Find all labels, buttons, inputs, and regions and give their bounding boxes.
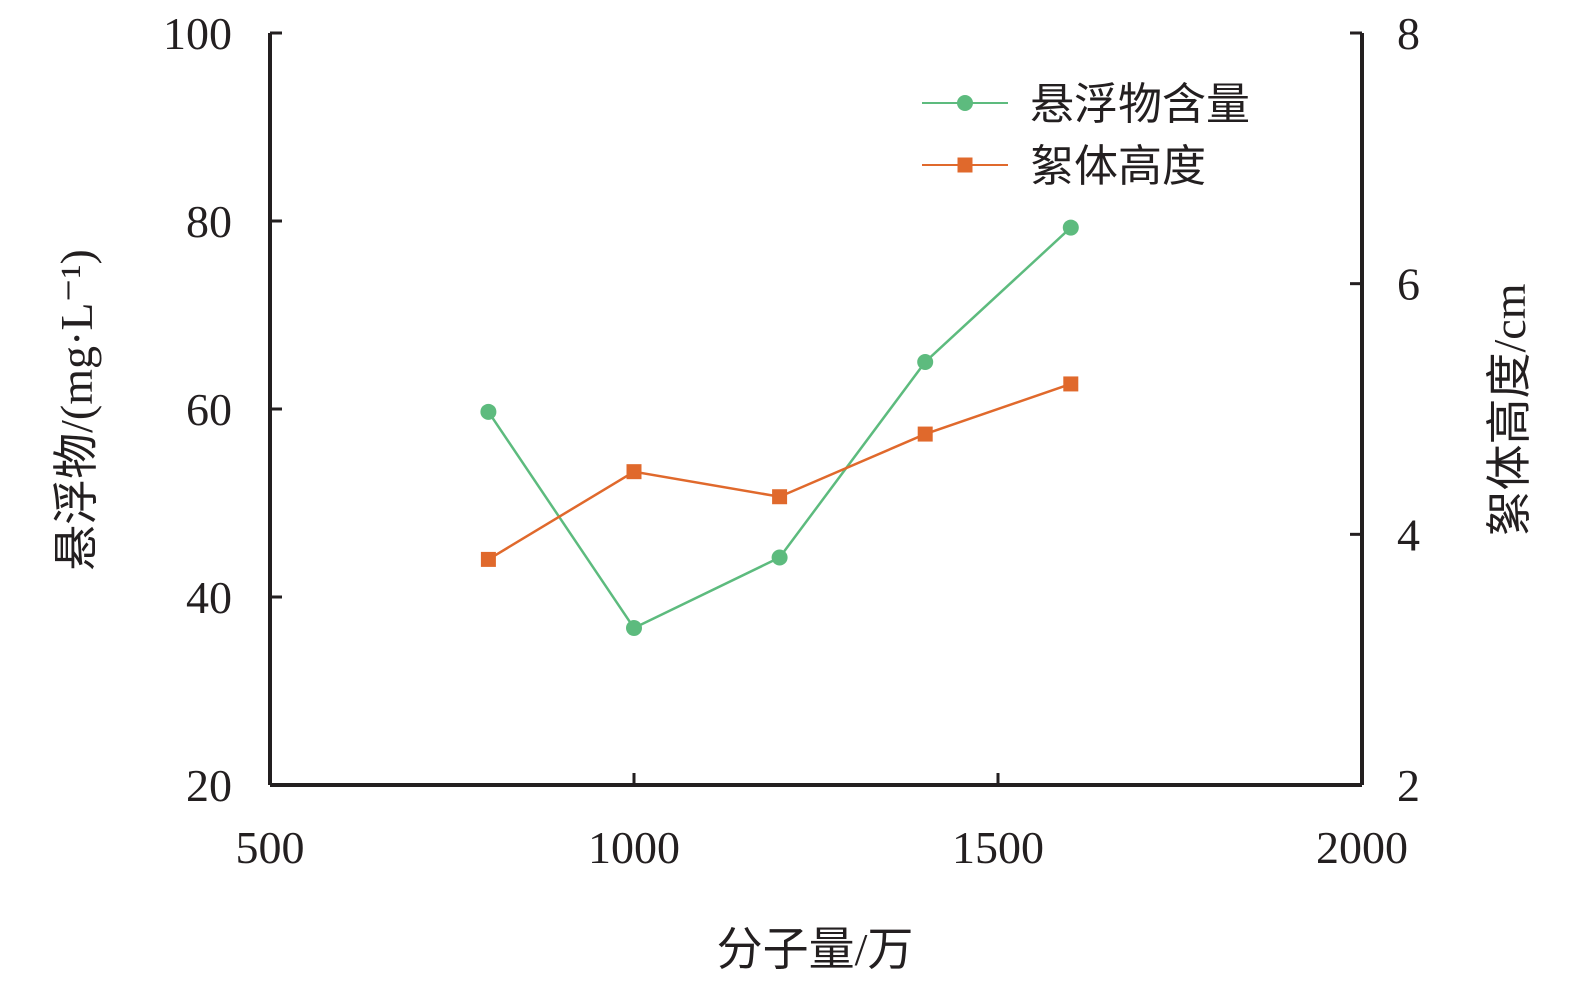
data-point-suspended-solids	[1062, 219, 1079, 236]
right-y-tick-label: 2	[1397, 760, 1420, 811]
left-y-tick-label: 20	[186, 760, 232, 811]
legend-marker-floc-height	[957, 157, 973, 173]
data-point-floc-height	[1063, 376, 1079, 392]
data-point-suspended-solids	[917, 354, 934, 370]
right-y-tick-label: 4	[1397, 509, 1420, 560]
right-y-tick-label: 8	[1397, 8, 1420, 59]
tick-marks	[268, 31, 1364, 787]
left-y-tick-label: 100	[163, 8, 232, 59]
legend-label-suspended-solids: 悬浮物含量	[1030, 80, 1250, 129]
legend-item-suspended-solids: 悬浮物含量	[922, 80, 1250, 129]
x-tick-label: 2000	[1316, 822, 1408, 873]
tick-labels: 500 1000 1500 2000 20 40 60 80 100 2 4 6 8	[163, 8, 1420, 873]
series-line-suspended-solids	[487, 226, 1072, 630]
data-point-floc-height	[917, 426, 933, 442]
legend-marker-suspended-solids	[957, 95, 973, 111]
series-layer	[480, 219, 1079, 637]
legend-item-floc-height: 絮体高度	[922, 142, 1206, 191]
left-y-tick-label: 60	[186, 384, 232, 435]
data-point-floc-height	[772, 489, 788, 505]
left-y-tick-label: 80	[186, 196, 232, 247]
x-tick-label: 1500	[952, 822, 1044, 873]
right-y-axis-title: 絮体高度/cm	[1484, 283, 1535, 536]
data-point-floc-height	[480, 551, 496, 567]
left-y-tick-label: 40	[186, 572, 232, 623]
legend-label-floc-height: 絮体高度	[1030, 142, 1206, 191]
data-point-suspended-solids	[771, 549, 788, 566]
x-tick-label: 500	[236, 822, 305, 873]
legend: 悬浮物含量 絮体高度	[922, 80, 1250, 191]
x-axis-title: 分子量/万	[717, 924, 914, 975]
data-point-suspended-solids	[480, 403, 497, 420]
left-y-axis-title: 悬浮物/(mg·L⁻¹)	[51, 249, 102, 571]
x-tick-label: 1000	[588, 822, 680, 873]
series-line-floc-height	[487, 382, 1072, 561]
data-point-floc-height	[626, 464, 642, 480]
data-point-suspended-solids	[626, 620, 642, 637]
right-y-tick-label: 6	[1397, 259, 1420, 310]
